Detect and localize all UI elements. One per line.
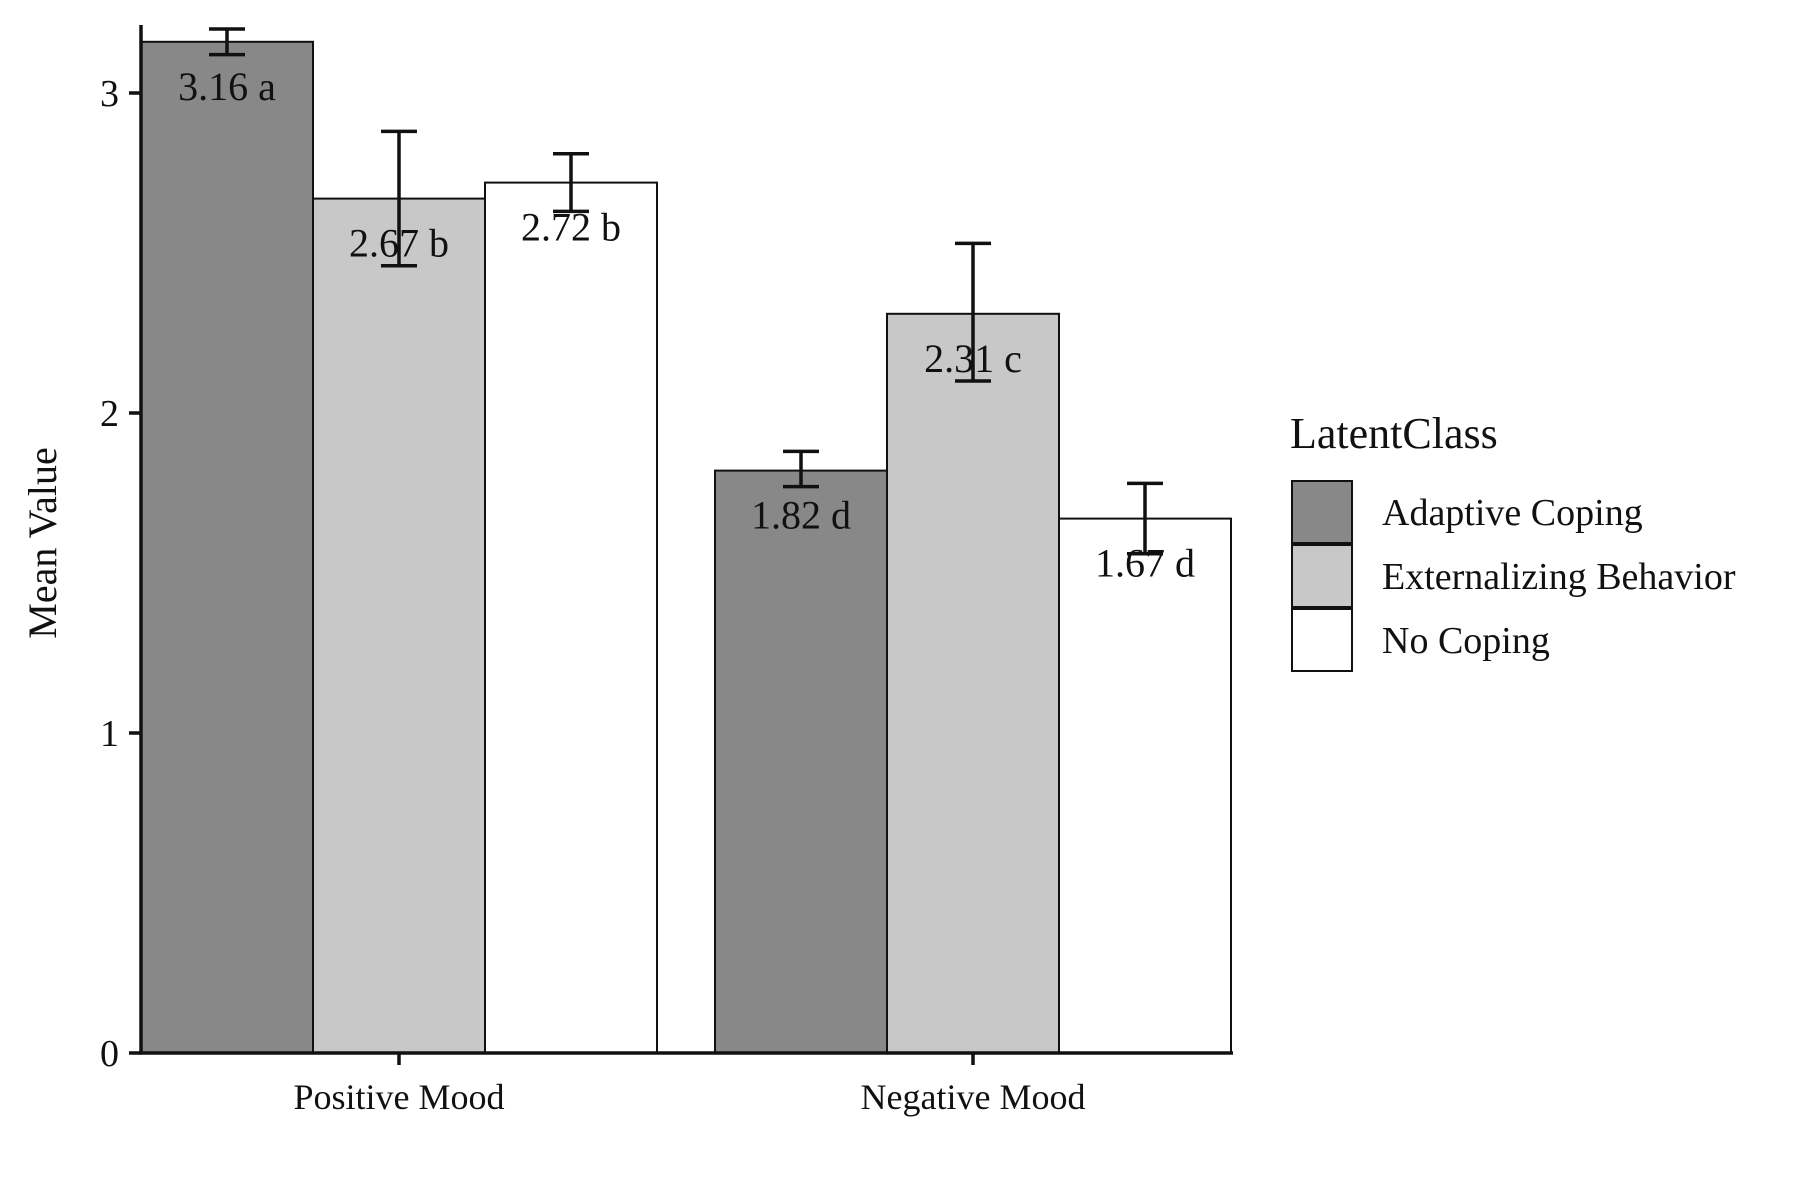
bar-negative-mood-no-coping — [1058, 517, 1232, 1054]
x-tick-label-negative-mood: Negative Mood — [861, 1077, 1086, 1117]
y-tick-label-2: 2 — [100, 393, 119, 435]
axes-layer: Positive Mood Negative Mood 0 1 2 3 — [100, 25, 1233, 1117]
legend-key-no-coping — [1291, 608, 1353, 672]
error-bar-positive-mood-adaptive-coping — [209, 27, 245, 57]
legend-title: LatentClass — [1290, 409, 1498, 458]
legend-label-no-coping: No Coping — [1382, 620, 1550, 662]
x-tick-label-positive-mood: Positive Mood — [293, 1077, 504, 1117]
bar-label-positive-mood-adaptive-coping: 3.16 a — [178, 64, 276, 109]
bar-positive-mood-adaptive-coping — [140, 40, 314, 1055]
legend-label-adaptive-coping: Adaptive Coping — [1382, 492, 1643, 534]
y-axis-label: Mean Value — [20, 447, 65, 638]
bar-negative-mood-adaptive-coping — [714, 469, 888, 1055]
bar-positive-mood-externalizing-behavior — [312, 197, 486, 1055]
error-bar-positive-mood-no-coping — [553, 152, 589, 214]
error-bar-negative-mood-adaptive-coping — [783, 449, 819, 489]
y-tick-label-3: 3 — [100, 73, 119, 115]
error-bar-negative-mood-no-coping — [1127, 481, 1163, 556]
legend-key-externalizing-behavior — [1291, 544, 1353, 608]
legend-key-adaptive-coping — [1291, 480, 1353, 544]
bars-layer — [140, 40, 1232, 1055]
error-bar-positive-mood-externalizing-behavior — [381, 129, 417, 268]
error-bar-negative-mood-externalizing-behavior — [955, 241, 991, 383]
y-tick-label-0: 0 — [100, 1033, 119, 1075]
legend: LatentClass Adaptive Coping Externalizing… — [1290, 409, 1736, 672]
error-bars-layer — [209, 27, 1163, 556]
y-tick-label-1: 1 — [100, 713, 119, 755]
bar-label-negative-mood-adaptive-coping: 1.82 d — [751, 493, 851, 538]
legend-label-externalizing-behavior: Externalizing Behavior — [1382, 556, 1736, 598]
bar-positive-mood-no-coping — [484, 181, 658, 1055]
bar-negative-mood-externalizing-behavior — [886, 312, 1060, 1054]
